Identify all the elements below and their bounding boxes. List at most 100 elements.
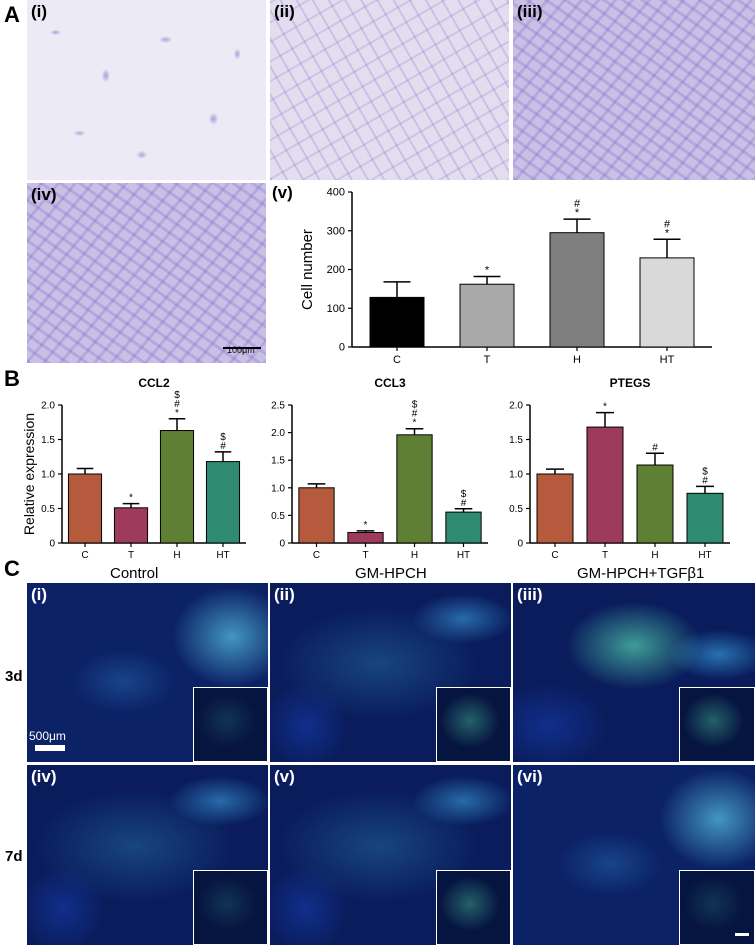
bar-t [347, 532, 384, 544]
micrograph-a-iii: (iii) [513, 0, 755, 180]
y-tick-label: 2.5 [271, 401, 285, 412]
x-tick-label: C [551, 550, 558, 561]
group-title-control: Control [110, 565, 159, 582]
significance-mark: * [665, 227, 670, 239]
panel-label-c-vi: (vi) [517, 767, 543, 786]
x-tick-label: T [602, 550, 608, 561]
x-tick-label: H [573, 354, 581, 366]
significance-mark: * [413, 418, 417, 429]
significance-mark: * [575, 207, 580, 219]
y-tick-label: 1.0 [509, 470, 523, 481]
micrograph-a-i: (i) [27, 0, 266, 180]
x-tick-label: HT [660, 354, 675, 366]
bar-h [549, 232, 605, 348]
x-tick-label: HT [216, 550, 229, 561]
significance-mark: # [702, 475, 708, 486]
bar-t [113, 507, 149, 544]
y-tick-label: 0.5 [509, 504, 523, 515]
y-tick-label: 0 [339, 342, 345, 354]
panel-label-a-v: (v) [272, 183, 293, 202]
x-tick-label: T [128, 550, 134, 561]
bar-c [67, 473, 103, 544]
significance-mark: # [461, 498, 467, 509]
y-tick-label: 200 [327, 264, 345, 276]
x-tick-label: HT [457, 550, 470, 561]
bar-h [396, 434, 433, 544]
x-tick-label: HT [698, 550, 711, 561]
significance-mark: $ [702, 466, 708, 477]
scale-bar-a-label: 100μm [227, 345, 255, 355]
significance-mark: $ [412, 400, 418, 411]
inset-c-i [193, 687, 268, 762]
bar-ht [686, 492, 724, 544]
fluorescence-c-ii: (ii) [270, 583, 511, 762]
panel-label-a-ii: (ii) [274, 2, 295, 21]
panel-label-c-iii: (iii) [517, 585, 543, 604]
significance-mark: # [652, 442, 658, 453]
y-tick-label: 1.5 [41, 435, 55, 446]
significance-mark: # [174, 399, 180, 410]
bar-h [636, 464, 674, 544]
panel-label-c-i: (i) [31, 585, 48, 604]
y-tick-label: 0.5 [41, 504, 55, 515]
inset-c-iii [679, 687, 755, 762]
significance-mark: $ [461, 489, 467, 500]
significance-mark: * [364, 520, 368, 531]
significance-mark: $ [220, 432, 226, 443]
scale-bar-a [223, 347, 261, 349]
panel-label-c-ii: (ii) [274, 585, 295, 604]
bar-ht [445, 511, 482, 544]
bar-ht [205, 461, 241, 544]
bar-c [298, 487, 335, 544]
scale-bar-c-label: 500μm [29, 729, 66, 743]
panel-label-a-iii: (iii) [517, 2, 543, 21]
y-tick-label: 0 [49, 539, 55, 550]
y-tick-label: 300 [327, 225, 345, 237]
x-tick-label: H [411, 550, 418, 561]
group-title-gm-hpch-tgf: GM-HPCH+TGFβ1 [577, 565, 705, 582]
significance-mark: # [412, 409, 418, 420]
x-tick-label: C [393, 354, 401, 366]
significance-mark: * [603, 402, 607, 413]
x-tick-label: C [81, 550, 88, 561]
x-tick-label: T [484, 354, 491, 366]
significance-mark: * [175, 408, 179, 419]
panel-label-a-i: (i) [31, 2, 48, 21]
panel-label-a-iv: (iv) [31, 185, 57, 204]
inset-c-iv [193, 870, 268, 945]
significance-mark: $ [174, 390, 180, 401]
fluorescence-c-i: (i) 500μm [27, 583, 268, 762]
chart-title: CCL2 [138, 376, 170, 390]
significance-mark: * [485, 264, 490, 276]
y-tick-label: 1.5 [509, 435, 523, 446]
row-label-7d: 7d [5, 848, 23, 865]
y-tick-label: 1.5 [271, 456, 285, 467]
scale-bar-c-inset [735, 933, 749, 936]
inset-c-v [436, 870, 511, 945]
y-tick-label: 1.0 [41, 470, 55, 481]
panel-a-letter: A [4, 2, 20, 27]
y-axis-label: Cell number [299, 229, 316, 310]
y-tick-label: 0.5 [271, 511, 285, 522]
x-tick-label: C [313, 550, 320, 561]
fluorescence-c-vi: (vi) [513, 765, 755, 945]
scale-bar-c [35, 745, 65, 751]
fluorescence-c-v: (v) [270, 765, 511, 945]
fluorescence-c-iv: (iv) [27, 765, 268, 945]
y-tick-label: 1.0 [271, 483, 285, 494]
inset-c-vi [679, 870, 755, 945]
panel-label-c-iv: (iv) [31, 767, 57, 786]
inset-c-ii [436, 687, 511, 762]
significance-mark: * [129, 493, 133, 504]
chart-title: CCL3 [374, 376, 406, 390]
y-tick-label: 0 [279, 539, 285, 550]
bar-ht [639, 257, 695, 348]
y-tick-label: 100 [327, 303, 345, 315]
bar-h [159, 430, 195, 544]
ccl2-chart: CCL2 0 0.5 1.0 1.5 2.0 Relative expression C T * H… [21, 376, 246, 561]
x-tick-label: T [362, 550, 368, 561]
bar-t [459, 283, 515, 348]
micrograph-a-ii: (ii) [270, 0, 509, 180]
